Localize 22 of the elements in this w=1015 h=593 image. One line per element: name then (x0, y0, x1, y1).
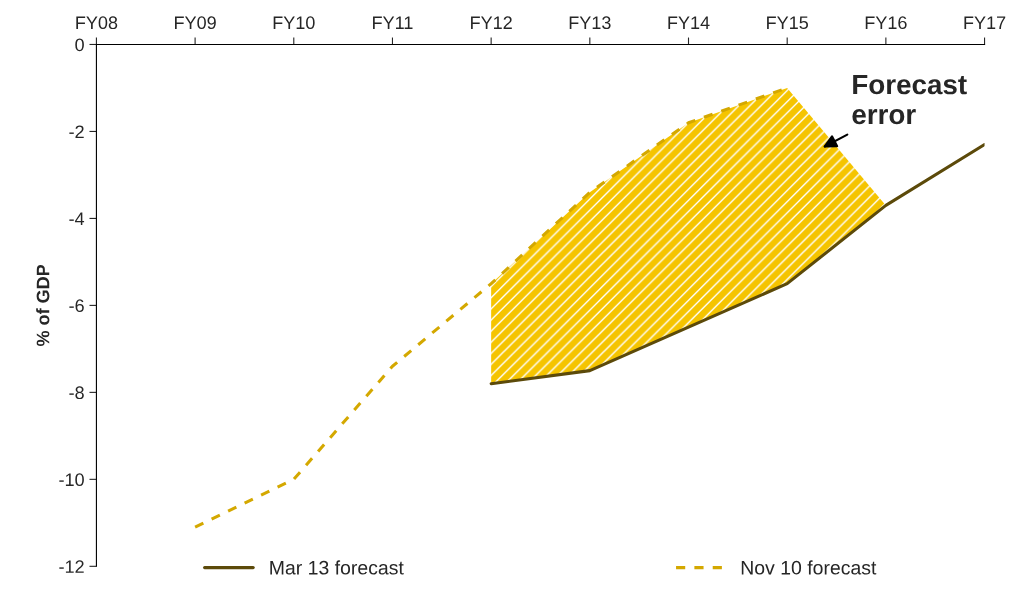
x-tick-label: FY15 (767, 16, 809, 30)
x-tick-label: FY13 (569, 16, 611, 30)
x-tick-label: FY11 (373, 16, 413, 29)
x-tick-label: FY17 (964, 16, 1006, 29)
y-tick-label: -10 (59, 473, 84, 487)
y-axis-title: % of GDP (36, 264, 50, 347)
legend-label: Mar 13 forecast (270, 560, 404, 575)
y-tick-label: -6 (69, 299, 84, 313)
x-tick-label: FY16 (865, 16, 907, 30)
x-tick-label: FY08 (76, 16, 118, 30)
line-series (489, 142, 985, 386)
y-tick-label: -12 (59, 560, 84, 573)
y-tick-label: -4 (69, 212, 85, 225)
annotation: Forecast error (852, 74, 967, 125)
legend-label: Nov 10 forecast (741, 560, 877, 575)
y-tick-label: -2 (69, 125, 84, 138)
y-tick-label: 0 (75, 38, 84, 52)
x-tick-label: FY12 (471, 16, 512, 29)
x-tick-label: FY09 (175, 16, 216, 30)
y-tick-label: -8 (69, 386, 84, 400)
x-tick-label: FY10 (273, 16, 315, 30)
x-tick-label: FY14 (668, 16, 710, 29)
